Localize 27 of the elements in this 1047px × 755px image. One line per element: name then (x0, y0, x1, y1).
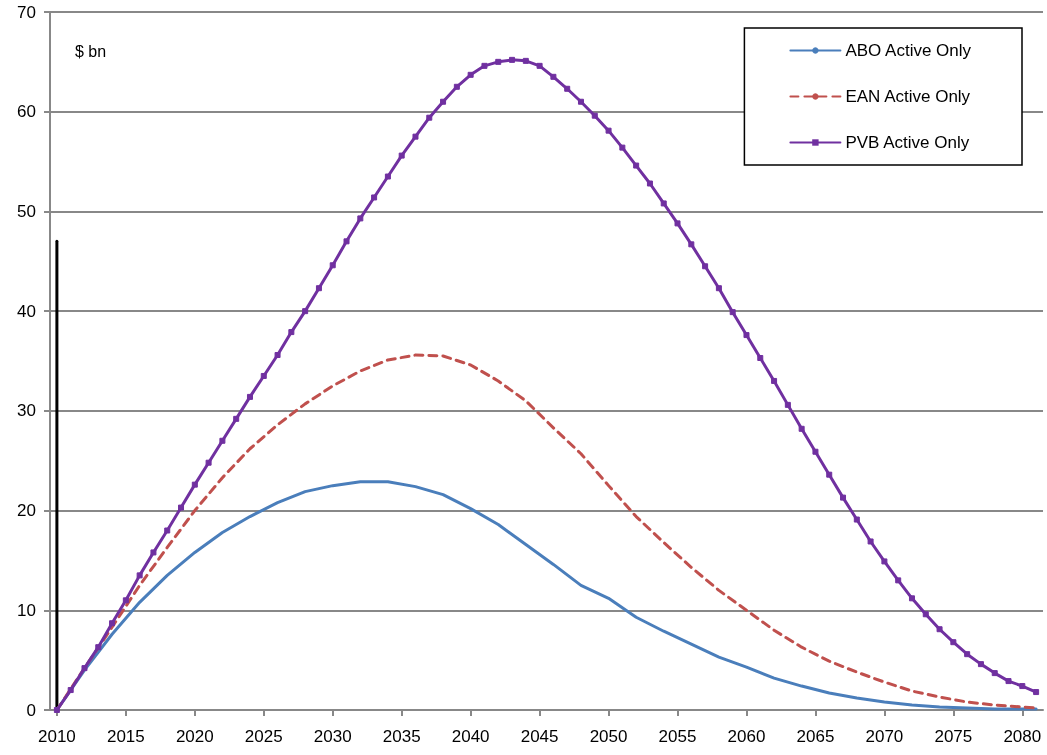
x-tick-label: 2060 (727, 727, 766, 746)
x-tick-label: 2035 (382, 727, 421, 746)
x-tick-label: 2045 (520, 727, 559, 746)
x-tick-label: 2080 (1003, 727, 1042, 746)
x-tick-label: 2075 (934, 727, 973, 746)
x-tick-label: 2015 (106, 727, 145, 746)
x-tick-label: 2040 (451, 727, 490, 746)
y-tick-label: 10 (17, 600, 36, 620)
x-tick-label: 2065 (796, 727, 835, 746)
y-tick-label: 70 (17, 2, 36, 22)
legend-label: PVB Active Only (845, 133, 970, 152)
y-tick-label: 20 (17, 501, 36, 521)
y-tick-label: 50 (17, 201, 36, 221)
y-axis-title: $ bn (75, 42, 107, 60)
x-tick-label: 2010 (37, 727, 76, 746)
legend-label: ABO Active Only (845, 41, 972, 60)
x-tick-label: 2070 (865, 727, 904, 746)
y-tick-label: 30 (17, 401, 36, 421)
x-tick-label: 2020 (175, 727, 214, 746)
x-tick-label: 2050 (589, 727, 628, 746)
legend-label: EAN Active Only (845, 87, 971, 106)
y-tick-label: 40 (17, 301, 36, 321)
y-tick-label: 0 (26, 700, 36, 720)
x-tick-label: 2030 (313, 727, 352, 746)
x-tick-label: 2055 (658, 727, 697, 746)
x-tick-label: 2025 (244, 727, 283, 746)
y-tick-label: 60 (17, 102, 36, 122)
